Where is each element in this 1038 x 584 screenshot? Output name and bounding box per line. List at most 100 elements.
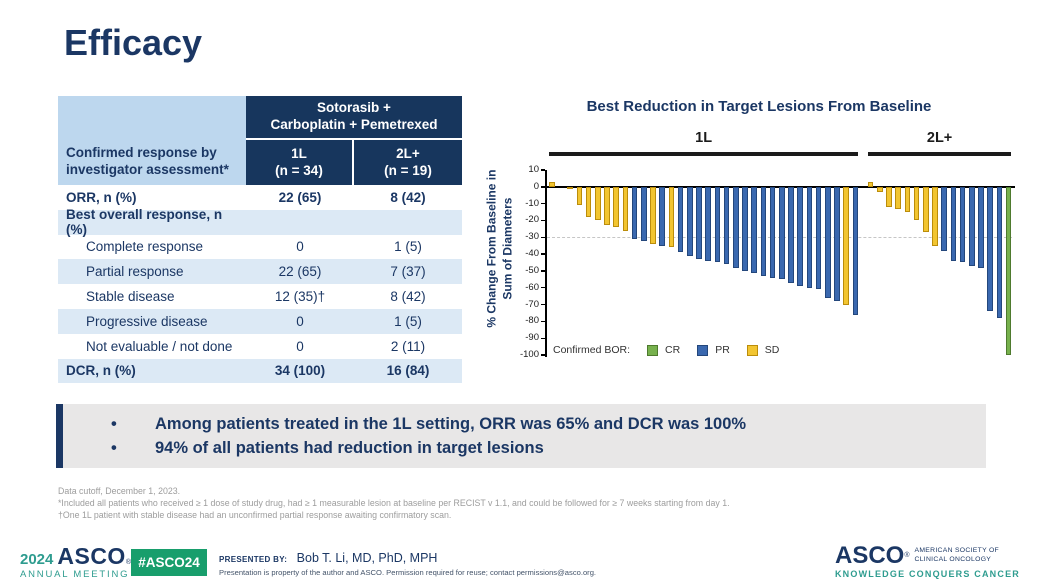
group-label-1l: 1L: [695, 130, 713, 146]
table-row: DCR, n (%) 34 (100) 16 (84): [58, 358, 462, 384]
bar-sd: [604, 186, 610, 226]
bar-pr: [760, 186, 767, 276]
table-row: Complete response 0 1 (5): [58, 235, 462, 260]
y-tick-mark: [541, 253, 545, 255]
y-tick-label: -90: [525, 332, 539, 344]
cell-2l: 7 (37): [390, 264, 426, 280]
table-row: Best overall response, n (%): [58, 207, 462, 238]
bar-pr: [631, 186, 638, 239]
bar-pr: [641, 186, 647, 241]
bar-pr: [723, 186, 730, 265]
cell-1l: 22 (65): [278, 264, 322, 280]
y-tick-mark: [541, 337, 545, 339]
society-logo-asco: ASCO: [834, 542, 905, 569]
legend-entry-label: SD: [764, 344, 780, 356]
cell-1l: 0: [296, 239, 304, 255]
row-label: Complete response: [86, 239, 204, 255]
bar-sd: [923, 186, 929, 233]
row-label: Progressive disease: [86, 313, 208, 329]
presented-by-label: PRESENTED BY:: [219, 555, 288, 564]
footer: 2024 ASCO ® ANNUAL MEETING #ASCO24 PRESE…: [0, 540, 1038, 584]
bar-sd: [567, 186, 573, 189]
page-title: Efficacy: [64, 22, 203, 63]
y-tick-label: -70: [525, 298, 539, 310]
logo-annual-meeting: ANNUAL MEETING: [20, 569, 130, 580]
bar-sd: [867, 181, 874, 187]
y-tick-label: -40: [525, 248, 539, 260]
y-tick-label: -100: [519, 349, 539, 360]
disclaimer-text: Presentation is property of the author a…: [219, 568, 597, 577]
bar-sd: [585, 186, 592, 218]
takeaway-callout: • Among patients treated in the 1L settin…: [56, 404, 986, 468]
registered-mark-icon: ®: [904, 552, 910, 560]
asco-society-logo: ASCO ® AMERICAN SOCIETY OF CLINICAL ONCO…: [834, 542, 1020, 579]
legend-swatch-sd: [746, 344, 758, 356]
cell-2l: 1 (5): [394, 313, 422, 329]
logo-year: 2024: [20, 551, 54, 568]
hashtag-badge: #ASCO24: [131, 549, 207, 576]
bullet-list: • Among patients treated in the 1L settin…: [103, 413, 976, 461]
bar-pr: [769, 186, 776, 278]
presenter-name: Bob T. Li, MD, PhD, MPH: [296, 551, 438, 565]
y-tick-mark: [541, 203, 545, 205]
bar-pr: [852, 186, 859, 315]
society-name: AMERICAN SOCIETY OF CLINICAL ONCOLOGY: [914, 547, 1000, 563]
group-bracket-2l: [867, 152, 1012, 156]
bullet-text: 94% of all patients had reduction in tar…: [155, 438, 544, 457]
bar-sd: [576, 186, 583, 206]
y-tick-mark: [541, 270, 545, 272]
y-tick-mark: [541, 236, 545, 238]
bar-pr: [677, 186, 684, 253]
bar-pr: [941, 186, 947, 251]
bar-pr: [687, 186, 693, 256]
waterfall-chart: Best Reduction in Target Lesions From Ba…: [480, 92, 1038, 382]
bar-pr: [779, 186, 785, 280]
row-label: Best overall response, n (%): [66, 207, 223, 238]
y-tick-label: -80: [525, 315, 539, 327]
table-group-header: Sotorasib + Carboplatin + Pemetrexed: [246, 96, 462, 140]
legend-swatch-pr: [697, 344, 709, 356]
chart-title: Best Reduction in Target Lesions From Ba…: [586, 98, 932, 115]
bar-pr: [987, 186, 993, 312]
bar-pr: [969, 186, 975, 266]
table-header: Confirmed response by investigator asses…: [58, 96, 462, 185]
row-label: Stable disease: [86, 289, 175, 305]
y-tick-label: 0: [533, 180, 539, 192]
y-tick-mark: [541, 169, 545, 171]
legend-title: Confirmed BOR:: [553, 344, 631, 356]
efficacy-table: Confirmed response by investigator asses…: [58, 96, 462, 384]
table-col-1l: 1L (n = 34): [246, 140, 354, 185]
y-tick-label: -30: [525, 231, 539, 243]
bar-pr: [696, 186, 702, 260]
footnote-line: †One 1L patient with stable disease had …: [58, 509, 452, 520]
bar-pr: [996, 186, 1003, 318]
table-row: Not evaluable / not done 0 2 (11): [58, 334, 462, 359]
cell-2l: 16 (84): [386, 363, 430, 379]
footnote-line: *Included all patients who received ≥ 1 …: [58, 497, 730, 508]
table-row: Partial response 22 (65) 7 (37): [58, 259, 462, 285]
bar-pr: [742, 186, 748, 271]
bar-sd: [622, 186, 629, 231]
y-tick-label: -60: [525, 281, 539, 293]
group-bracket-1l: [549, 152, 859, 156]
bar-pr: [815, 186, 822, 290]
bar-pr: [751, 186, 757, 273]
bullet-marker-icon: •: [111, 415, 117, 433]
table-row: ORR, n (%) 22 (65) 8 (42): [58, 185, 462, 210]
bar-pr: [733, 186, 739, 268]
bar-pr: [797, 186, 803, 287]
bar-pr: [806, 186, 813, 288]
footnote-line: Data cutoff, December 1, 2023.: [58, 486, 181, 496]
bar-cr: [1005, 186, 1012, 355]
bar-sd: [613, 186, 619, 228]
cell-2l: 8 (42): [390, 289, 426, 305]
row-label: DCR, n (%): [66, 363, 136, 379]
bar-pr: [788, 186, 794, 283]
y-tick-mark: [541, 303, 545, 306]
chart-legend: Confirmed BOR: CR PR SD: [553, 344, 779, 356]
bar-sd: [877, 186, 883, 192]
bullet-item: • Among patients treated in the 1L settin…: [103, 413, 976, 437]
asco-annual-meeting-logo: 2024 ASCO ® ANNUAL MEETING: [20, 545, 131, 580]
row-label: Not evaluable / not done: [86, 338, 233, 354]
